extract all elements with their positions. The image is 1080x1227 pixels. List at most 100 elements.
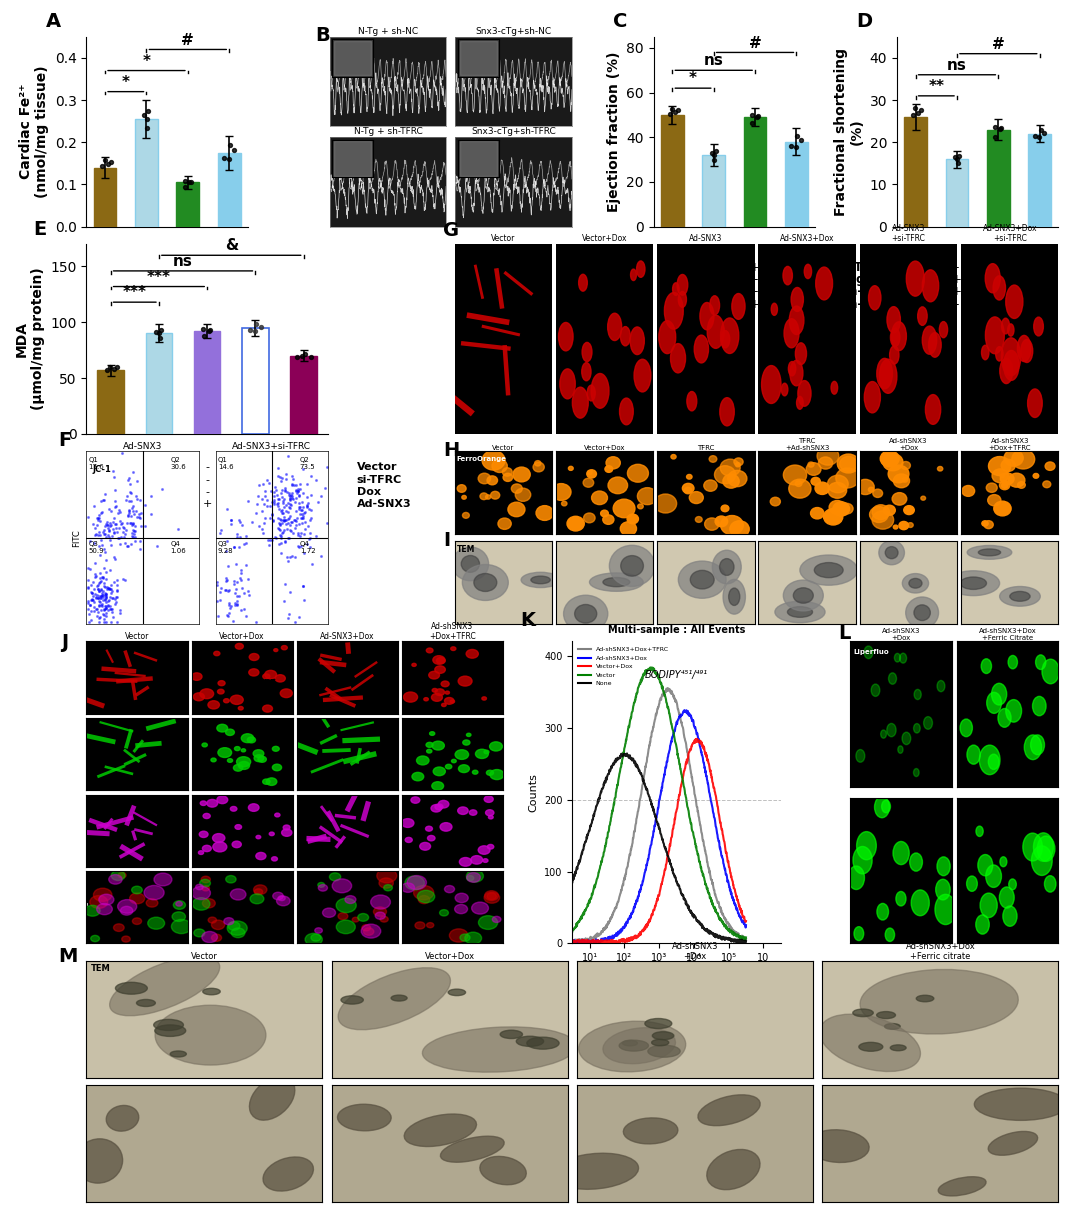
Circle shape — [427, 648, 433, 653]
Point — [123, 524, 140, 544]
Circle shape — [806, 463, 821, 475]
Ellipse shape — [462, 564, 509, 600]
Title: Vector+Dox: Vector+Dox — [582, 234, 627, 243]
Text: D: D — [856, 12, 873, 32]
Circle shape — [427, 750, 432, 753]
Point — [218, 499, 235, 519]
Point — [279, 482, 296, 502]
Circle shape — [280, 688, 293, 698]
Circle shape — [1037, 836, 1055, 861]
Point — [93, 594, 110, 614]
Point — [265, 512, 282, 531]
Text: Vector: Vector — [356, 463, 397, 472]
Point — [319, 456, 336, 476]
Circle shape — [375, 912, 386, 919]
Circle shape — [271, 856, 278, 861]
Circle shape — [202, 886, 210, 891]
Point — [232, 563, 249, 583]
Circle shape — [904, 506, 915, 514]
Point — [270, 519, 287, 539]
Ellipse shape — [575, 605, 597, 623]
Point — [93, 600, 110, 620]
Point — [96, 542, 113, 562]
Text: +: + — [708, 274, 718, 286]
Point — [93, 587, 110, 606]
Circle shape — [234, 746, 240, 751]
Point — [258, 496, 275, 515]
Point — [111, 510, 129, 530]
Circle shape — [235, 825, 242, 829]
Point — [273, 483, 291, 503]
Point — [113, 513, 131, 533]
Circle shape — [486, 771, 494, 775]
Point — [252, 317, 269, 336]
Point — [949, 153, 967, 173]
Point — [102, 152, 119, 172]
Point — [176, 171, 193, 190]
Circle shape — [478, 915, 498, 929]
Point — [132, 540, 149, 560]
Ellipse shape — [552, 1153, 638, 1189]
Circle shape — [253, 750, 264, 757]
Point — [91, 521, 108, 541]
Point — [107, 514, 124, 534]
Ad-shSNX3+Dox+TFRC — [735, 930, 748, 945]
Vector — [566, 924, 579, 939]
Circle shape — [721, 506, 729, 512]
Circle shape — [886, 928, 894, 941]
Circle shape — [431, 805, 442, 812]
Circle shape — [893, 842, 909, 865]
Text: +: + — [792, 298, 801, 310]
Point — [105, 519, 122, 539]
Circle shape — [996, 347, 1003, 361]
Point — [299, 517, 316, 536]
Point — [102, 513, 119, 533]
Point — [283, 546, 300, 566]
Point — [92, 545, 109, 564]
Point — [99, 515, 117, 535]
Vector+Dox — [650, 896, 663, 910]
Title: Ad-shSNX3+Dox
+Ferric Citrate: Ad-shSNX3+Dox +Ferric Citrate — [978, 628, 1037, 640]
Point — [312, 486, 329, 506]
Text: L: L — [838, 625, 850, 643]
Point — [95, 558, 112, 578]
Circle shape — [361, 924, 381, 939]
Text: +: + — [994, 298, 1003, 310]
Point — [168, 519, 186, 539]
Circle shape — [888, 465, 909, 482]
Circle shape — [579, 275, 588, 291]
Point — [218, 571, 235, 590]
Point — [906, 98, 923, 118]
Circle shape — [200, 688, 214, 698]
Point — [274, 493, 292, 513]
Vector+Dox — [660, 855, 673, 870]
Point — [229, 524, 246, 544]
Text: -: - — [955, 261, 959, 274]
Circle shape — [282, 829, 292, 837]
Circle shape — [559, 369, 576, 399]
Circle shape — [429, 671, 440, 679]
Point — [298, 475, 315, 494]
Point — [283, 486, 300, 506]
Ellipse shape — [156, 1005, 266, 1065]
Point — [294, 575, 311, 595]
Y-axis label: Counts: Counts — [528, 773, 539, 812]
Point — [94, 567, 111, 587]
Point — [109, 571, 126, 590]
Point — [251, 476, 268, 496]
Text: TEM: TEM — [91, 964, 111, 973]
Circle shape — [914, 690, 921, 699]
Point — [283, 466, 300, 486]
Circle shape — [418, 896, 430, 903]
Circle shape — [502, 467, 512, 476]
Circle shape — [582, 342, 592, 362]
Point — [112, 514, 130, 534]
Point — [108, 357, 125, 377]
Circle shape — [1000, 474, 1004, 477]
Point — [301, 528, 319, 547]
Circle shape — [254, 888, 262, 894]
Ellipse shape — [814, 562, 843, 578]
Text: #: # — [181, 33, 194, 48]
Point — [98, 596, 116, 616]
Point — [251, 515, 268, 535]
